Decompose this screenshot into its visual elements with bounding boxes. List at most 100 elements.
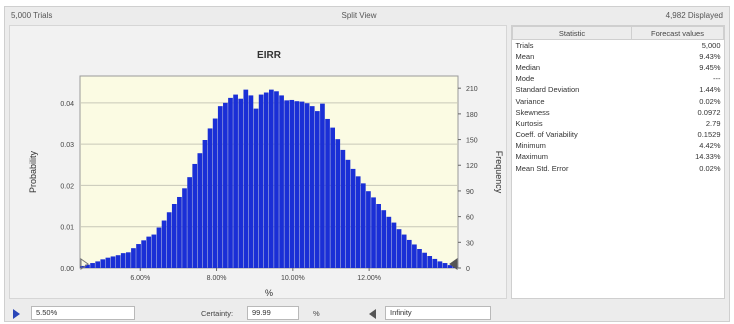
view-mode-label[interactable]: Split View xyxy=(341,10,377,20)
histogram-bar xyxy=(299,101,305,268)
histogram-bar xyxy=(289,99,295,268)
x-tick-label: 10.00% xyxy=(281,275,305,282)
histogram-bar xyxy=(187,177,192,268)
statistic-value: 0.0972 xyxy=(697,107,721,117)
y2-tick-label: 210 xyxy=(466,86,478,93)
statistics-row: Mean Std. Error 0.02% xyxy=(513,163,724,174)
statistics-header-row: Statistic Forecast values xyxy=(512,26,724,40)
x-axis-label: % xyxy=(265,288,273,298)
statistic-label: Mean xyxy=(515,51,535,61)
statistic-label: Mode xyxy=(515,74,535,84)
histogram-bar xyxy=(217,106,223,268)
histogram-panel: 0.00 0.01 0.02 0.03 0.04 6.00% 8.00% 10.00% 12.0… xyxy=(9,25,507,299)
statistic-label: Mean Std. Error xyxy=(515,163,569,173)
histogram-bar xyxy=(401,234,407,268)
histogram-bar xyxy=(85,264,90,268)
histogram-bar xyxy=(335,139,341,268)
statistic-label: Coeff. of Variability xyxy=(515,130,578,140)
y2-tick-label: 0 xyxy=(466,266,470,273)
forecast-window: 5,000 Trials Split View 4,982 Displayed … xyxy=(4,6,730,322)
histogram-bar xyxy=(171,204,177,268)
histogram-bar xyxy=(161,220,167,268)
histogram-bar xyxy=(345,159,351,268)
histogram-bar xyxy=(233,94,238,268)
histogram-bar xyxy=(110,256,116,268)
forecast-values-column-header[interactable]: Forecast values xyxy=(631,26,724,40)
histogram-bar xyxy=(131,248,136,268)
histogram-bar xyxy=(391,222,397,268)
statistic-value: 9.45% xyxy=(699,62,721,72)
histogram-bar xyxy=(269,89,274,268)
histogram-bar xyxy=(115,255,121,268)
histogram-bar xyxy=(279,95,284,268)
statistic-value: 14.33% xyxy=(695,152,721,162)
histogram-bar xyxy=(151,234,157,268)
lower-bound-field[interactable]: 5.50% xyxy=(31,306,135,320)
histogram-bar xyxy=(314,111,320,268)
histogram-bar xyxy=(197,153,203,268)
statistics-panel: Statistic Forecast values Trials 5,000 Mea… xyxy=(511,25,725,299)
histogram-bar xyxy=(100,259,106,268)
histogram-bar xyxy=(95,261,101,268)
y2-tick-label: 150 xyxy=(466,138,478,145)
histogram-bar xyxy=(294,101,300,268)
histogram-bar xyxy=(350,168,356,268)
histogram-bar xyxy=(284,100,290,268)
statistics-row: Mode --- xyxy=(513,73,724,84)
statistic-label: Skewness xyxy=(515,107,550,117)
histogram-bar xyxy=(166,212,172,268)
histogram-bar xyxy=(90,263,95,268)
histogram-bar xyxy=(381,210,387,268)
histogram-bar xyxy=(366,191,371,268)
statistic-value: 2.79 xyxy=(705,118,721,128)
y2-tick-label: 180 xyxy=(466,112,478,119)
histogram-bar xyxy=(412,244,417,268)
statistic-label: Standard Deviation xyxy=(515,85,580,95)
histogram-bar xyxy=(248,95,254,268)
statistic-column-header[interactable]: Statistic xyxy=(512,26,632,40)
eirr-histogram-chart: 0.00 0.01 0.02 0.03 0.04 6.00% 8.00% 10.00% 12.0… xyxy=(28,50,504,298)
histogram-bar xyxy=(437,261,443,268)
histogram-bar xyxy=(125,252,131,268)
upper-bound-field[interactable]: Infinity xyxy=(385,306,491,320)
left-grabber-icon[interactable] xyxy=(13,309,20,319)
y2-tick-label: 30 xyxy=(466,240,474,247)
histogram-bar xyxy=(325,118,330,269)
right-certainty-grabber[interactable] xyxy=(449,258,458,270)
left-certainty-grabber[interactable] xyxy=(80,258,89,270)
histogram-bar xyxy=(427,256,433,268)
trials-count-label: 5,000 Trials xyxy=(11,10,53,20)
y-tick-label: 0.01 xyxy=(60,225,74,232)
forecast-toolbar: 5,000 Trials Split View 4,982 Displayed xyxy=(5,7,729,23)
y-tick-label: 0.04 xyxy=(60,101,74,108)
statistics-row: Kurtosis 2.79 xyxy=(513,118,724,129)
histogram-bar xyxy=(202,140,208,268)
histogram-bar xyxy=(212,118,218,269)
statistic-value: 0.02% xyxy=(699,96,721,106)
histogram-bar xyxy=(141,240,147,268)
histogram-bar xyxy=(146,236,152,268)
y-tick-label: 0.02 xyxy=(60,183,74,190)
histogram-bar xyxy=(355,176,361,268)
statistics-row: Standard Deviation 1.44% xyxy=(513,84,724,95)
histogram-bar xyxy=(156,227,162,268)
histogram-bar xyxy=(417,249,422,268)
right-grabber-icon[interactable] xyxy=(369,309,376,319)
histogram-bar xyxy=(447,265,453,268)
histogram-bar xyxy=(360,183,366,268)
certainty-bar: 5.50% Certainty: 99.99 % Infinity xyxy=(5,303,729,323)
histogram-bar xyxy=(376,204,381,268)
chart-title: EIRR xyxy=(257,50,282,61)
histogram-bar xyxy=(396,229,402,268)
y2-tick-label: 60 xyxy=(466,215,474,222)
statistic-label: Maximum xyxy=(515,152,549,162)
histogram-bar xyxy=(120,253,126,268)
histogram-bar xyxy=(192,163,198,268)
statistic-value: 5,000 xyxy=(701,40,721,50)
y2-tick-label: 90 xyxy=(466,189,474,196)
certainty-value-field[interactable]: 99.99 xyxy=(247,306,299,320)
statistics-table: Statistic Forecast values Trials 5,000 Mea… xyxy=(512,26,724,174)
histogram-bar xyxy=(263,92,269,268)
statistics-row: Minimum 4.42% xyxy=(513,140,724,151)
x-tick-label: 8.00% xyxy=(207,275,227,282)
